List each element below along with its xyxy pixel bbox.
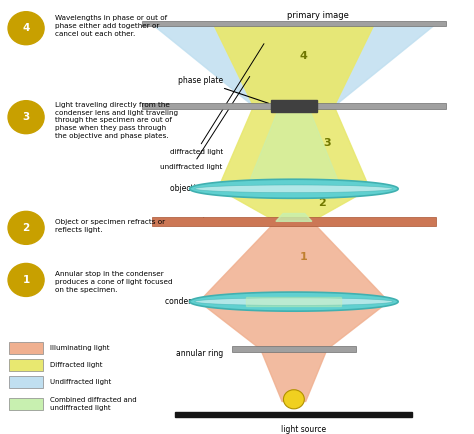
- Circle shape: [8, 211, 44, 244]
- Text: phase plate: phase plate: [178, 76, 268, 103]
- Polygon shape: [213, 24, 374, 106]
- Text: 4: 4: [300, 51, 307, 62]
- Text: 2: 2: [22, 223, 30, 233]
- Text: objective lens: objective lens: [170, 184, 223, 193]
- Polygon shape: [246, 297, 341, 306]
- Text: primary image: primary image: [287, 11, 348, 20]
- Text: Wavelengths in phase or out of
phase either add together or
cancel out each othe: Wavelengths in phase or out of phase eit…: [55, 15, 167, 37]
- Bar: [232, 346, 356, 352]
- Text: 1: 1: [22, 275, 30, 285]
- Polygon shape: [152, 24, 436, 106]
- Polygon shape: [218, 189, 370, 221]
- Text: diffracted light: diffracted light: [170, 44, 264, 155]
- Polygon shape: [195, 298, 393, 306]
- Circle shape: [8, 101, 44, 134]
- Circle shape: [283, 390, 304, 409]
- Bar: [9, 342, 43, 354]
- Text: Illuminating light: Illuminating light: [50, 345, 109, 351]
- Text: Light traveling directly from the
condenser lens and light traveling
through the: Light traveling directly from the conden…: [55, 102, 178, 139]
- Text: specimen: specimen: [186, 217, 223, 226]
- Polygon shape: [195, 185, 393, 193]
- Bar: [175, 412, 412, 417]
- Text: Object or specimen refracts or
reflects light.: Object or specimen refracts or reflects …: [55, 219, 164, 233]
- Polygon shape: [199, 302, 389, 349]
- Bar: [9, 359, 43, 371]
- Bar: [271, 100, 317, 112]
- Bar: [142, 21, 446, 26]
- Polygon shape: [190, 292, 398, 311]
- Text: 2: 2: [319, 198, 326, 208]
- Text: undiffracted light: undiffracted light: [160, 76, 250, 170]
- Polygon shape: [276, 214, 312, 221]
- Text: light source: light source: [281, 425, 326, 434]
- Text: 1: 1: [300, 252, 307, 262]
- Text: Diffracted light: Diffracted light: [50, 362, 102, 368]
- Text: Combined diffracted and
undiffracted light: Combined diffracted and undiffracted lig…: [50, 397, 137, 411]
- Text: 3: 3: [22, 112, 30, 122]
- Text: Annular stop in the condenser
produces a cone of light focused
on the specimen.: Annular stop in the condenser produces a…: [55, 271, 172, 293]
- Text: 4: 4: [22, 23, 30, 33]
- Polygon shape: [218, 106, 370, 189]
- Bar: [9, 398, 43, 410]
- Text: annular ring: annular ring: [175, 349, 223, 358]
- Polygon shape: [246, 106, 341, 189]
- Text: 3: 3: [323, 138, 331, 148]
- Polygon shape: [199, 221, 389, 302]
- Circle shape: [8, 12, 44, 45]
- Bar: [142, 103, 446, 109]
- Circle shape: [8, 263, 44, 296]
- Bar: [152, 217, 436, 226]
- Polygon shape: [261, 349, 327, 401]
- Bar: [9, 376, 43, 388]
- Polygon shape: [190, 179, 398, 198]
- Text: Undiffracted light: Undiffracted light: [50, 379, 111, 385]
- Text: condenser lens: condenser lens: [165, 297, 223, 306]
